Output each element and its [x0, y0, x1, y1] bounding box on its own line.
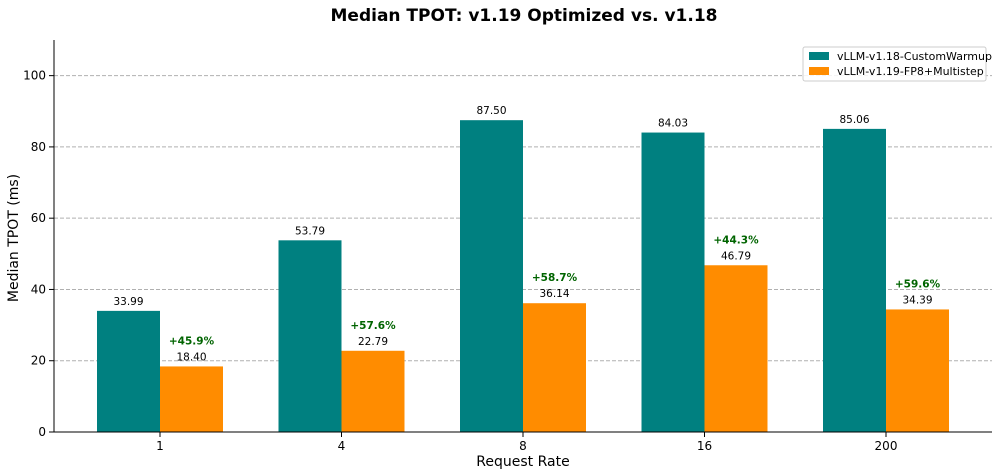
value-label: 87.50 — [476, 105, 506, 117]
legend-swatch — [809, 67, 829, 75]
bar-v119 — [704, 265, 768, 432]
bar-v119 — [341, 350, 405, 432]
legend-label: vLLM-v1.19-FP8+Multistep — [837, 65, 984, 78]
value-label: 33.99 — [113, 296, 143, 308]
x-tick-label: 8 — [519, 439, 527, 453]
bar-v119 — [523, 303, 586, 432]
value-label: 36.14 — [539, 288, 569, 300]
y-tick-label: 20 — [31, 354, 46, 368]
bar-v119 — [886, 309, 949, 432]
improvement-label: +44.3% — [713, 234, 759, 246]
legend-label: vLLM-v1.18-CustomWarmup — [837, 50, 992, 63]
y-tick-label: 0 — [38, 425, 46, 439]
bars — [97, 120, 949, 433]
improvement-label: +57.6% — [350, 320, 396, 332]
x-tick-label: 4 — [338, 439, 346, 453]
improvement-label: +45.9% — [169, 335, 215, 347]
value-label: 22.79 — [358, 336, 388, 348]
x-tick-label: 200 — [875, 439, 898, 453]
bar-v118 — [278, 240, 342, 432]
improvement-label: +59.6% — [895, 278, 941, 290]
axes: 0 20 40 60 80 100 1 4 8 16 200 — [23, 40, 992, 453]
value-label: 34.39 — [902, 294, 932, 306]
x-axis-label: Request Rate — [476, 454, 569, 470]
y-tick-label: 40 — [31, 282, 46, 296]
value-label: 84.03 — [658, 118, 688, 130]
value-label: 46.79 — [721, 250, 751, 262]
y-tick-label: 100 — [23, 69, 46, 83]
value-label: 85.06 — [839, 114, 869, 126]
legend-box — [802, 46, 987, 82]
data-labels: 33.99 18.40 +45.9% 53.79 22.79 +57.6% 87.50 36.… — [113, 105, 940, 363]
bar-v119 — [160, 366, 223, 432]
legend: vLLM-v1.18-CustomWarmup vLLM-v1.19-FP8+Mu… — [802, 46, 992, 82]
legend-swatch — [809, 52, 829, 60]
y-axis-label: Median TPOT (ms) — [6, 174, 22, 302]
y-tick-label: 80 — [31, 140, 46, 154]
x-tick-label: 16 — [697, 439, 712, 453]
value-label: 18.40 — [176, 351, 206, 363]
bar-v118 — [641, 132, 705, 432]
bar-v118 — [823, 128, 886, 433]
bar-v118 — [97, 310, 160, 432]
value-label: 53.79 — [295, 225, 325, 237]
bar-v118 — [460, 120, 523, 432]
x-tick-label: 1 — [156, 439, 164, 453]
improvement-label: +58.7% — [532, 272, 578, 284]
chart-title: Median TPOT: v1.19 Optimized vs. v1.18 — [331, 6, 718, 26]
y-tick-label: 60 — [31, 211, 46, 225]
